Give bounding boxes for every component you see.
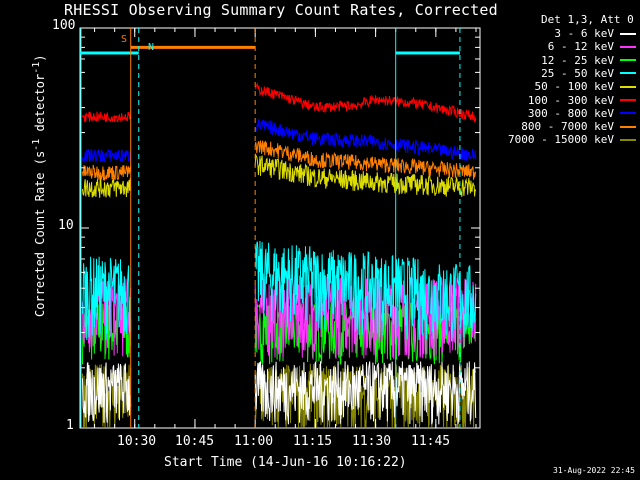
legend-swatch	[620, 125, 636, 128]
legend-header: Det 1,3, Att 0	[541, 13, 634, 26]
legend-swatch	[620, 85, 636, 88]
series-line	[254, 240, 477, 342]
series-line	[82, 362, 132, 423]
series-line	[254, 152, 477, 197]
legend-entry: 6 - 12 keV	[486, 40, 636, 53]
legend-entry-label: 100 - 300 keV	[527, 93, 614, 107]
legend-entry-label: 800 - 7000 keV	[521, 120, 614, 134]
series-line	[255, 118, 477, 162]
legend-swatch	[620, 99, 636, 101]
series-line	[82, 164, 132, 182]
legend-swatch	[620, 72, 636, 75]
legend-entry-label: 25 - 50 keV	[541, 66, 614, 80]
series-line	[82, 111, 132, 123]
legend-entry: 3 - 6 keV	[486, 27, 636, 40]
x-axis-label: Start Time (14-Jun-16 10:16:22)	[164, 455, 407, 470]
legend-entry: 12 - 25 keV	[486, 54, 636, 67]
x-tick-label: 11:00	[234, 434, 274, 449]
x-tick-label: 11:45	[411, 434, 451, 449]
y-tick-label: 100	[52, 18, 76, 33]
series-line	[82, 148, 132, 163]
legend-swatch	[620, 138, 636, 141]
legend-entry: 300 - 800 keV	[486, 107, 636, 120]
x-tick-label: 10:30	[117, 434, 157, 449]
legend-swatch	[620, 59, 636, 62]
series-line	[254, 140, 477, 180]
legend-entry: 7000 - 15000 keV	[486, 133, 636, 146]
timestamp: 31-Aug-2022 22:45	[553, 466, 635, 475]
x-tick-label: 11:30	[352, 434, 392, 449]
x-tick-label: 10:45	[175, 434, 215, 449]
chart-title: RHESSI Observing Summary Count Rates, Co…	[64, 1, 498, 19]
legend-swatch	[620, 112, 636, 115]
plot-frame	[79, 27, 481, 429]
series-line	[254, 360, 477, 425]
legend-swatch	[620, 32, 636, 35]
legend-entry: 800 - 7000 keV	[486, 120, 636, 133]
annotation-label-s: S	[121, 34, 128, 45]
legend-entry-label: 7000 - 15000 keV	[508, 133, 614, 147]
series-line	[82, 256, 132, 341]
legend-entry-label: 3 - 6 keV	[554, 27, 614, 40]
y-axis-label: Corrected Count Rate (s-1 detector-1)	[31, 54, 47, 317]
legend-entry-label: 6 - 12 keV	[547, 40, 614, 54]
y-tick-label: 10	[58, 218, 74, 233]
legend-entry: 25 - 50 keV	[486, 67, 636, 80]
legend-entry: 100 - 300 keV	[486, 94, 636, 107]
legend-entry: 50 - 100 keV	[486, 80, 636, 93]
y-tick-label: 1	[66, 418, 74, 433]
series-line	[82, 177, 132, 199]
series-line	[254, 82, 477, 123]
legend-entry-label: 12 - 25 keV	[541, 53, 614, 67]
legend-entry-label: 50 - 100 keV	[534, 80, 614, 94]
annotation-label-n: N	[148, 42, 155, 53]
legend-swatch	[620, 45, 636, 48]
x-tick-label: 11:15	[293, 434, 333, 449]
legend-entry-label: 300 - 800 keV	[527, 106, 614, 120]
